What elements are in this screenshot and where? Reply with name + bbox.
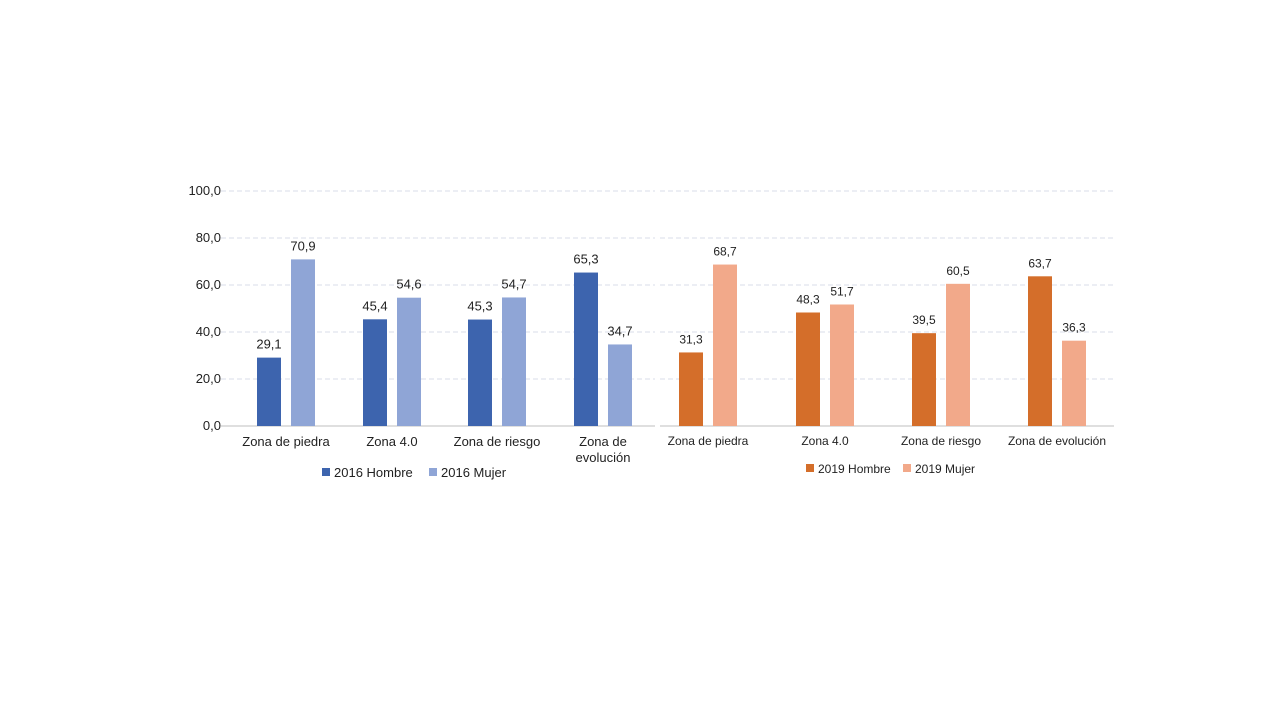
panel-2-category-label: Zona 4.0: [801, 434, 849, 448]
panel-1-bar-hombre: [468, 319, 492, 426]
panel-2-legend-swatch: [806, 464, 814, 472]
panel-1-bar-mujer: [291, 259, 315, 426]
panel-2-bar-hombre: [912, 333, 936, 426]
panel-2-data-label: 39,5: [912, 313, 936, 327]
panel-1-legend-swatch: [322, 468, 330, 476]
panel-2-category-label: Zona de riesgo: [901, 434, 981, 448]
panel-1-data-label: 45,4: [362, 298, 387, 313]
panel-2-data-label: 63,7: [1028, 256, 1052, 270]
panel-2-legend-label: 2019 Mujer: [915, 462, 975, 476]
panel-1-bar-mujer: [502, 297, 526, 426]
panel-1-legend-swatch: [429, 468, 437, 476]
panel-1-data-label: 70,9: [290, 238, 315, 253]
panel-2-data-label: 51,7: [830, 285, 854, 299]
panel-1-data-label: 65,3: [573, 252, 598, 267]
y-tick-label: 60,0: [196, 277, 221, 292]
panel-1-data-label: 34,7: [607, 323, 632, 338]
panel-1-category-label: Zona de piedra: [242, 434, 330, 449]
panel-1-category-label: Zona 4.0: [366, 434, 417, 449]
panel-2-bar-mujer: [946, 283, 970, 426]
panel-1-bar-hombre: [363, 319, 387, 426]
panel-1-category-label: Zona de riesgo: [454, 434, 541, 449]
y-tick-label: 20,0: [196, 371, 221, 386]
panel-1-data-label: 29,1: [256, 337, 281, 352]
panel-1-legend-label: 2016 Hombre: [334, 465, 413, 480]
panel-1-bar-mujer: [397, 297, 421, 426]
y-tick-label: 40,0: [196, 324, 221, 339]
panel-2-bar-hombre: [679, 352, 703, 426]
panel-2-bar-hombre: [1028, 276, 1052, 426]
panel-2-data-label: 68,7: [713, 245, 737, 259]
panel-2-bar-hombre: [796, 312, 820, 426]
panel-1-data-label: 54,6: [396, 277, 421, 292]
panel-1-bar-hombre: [257, 357, 281, 426]
y-tick-label: 80,0: [196, 230, 221, 245]
panel-2-bar-mujer: [713, 264, 737, 426]
panel-2-category-label: Zona de evolución: [1008, 434, 1106, 448]
y-tick-label: 0,0: [203, 418, 221, 433]
panel-2-data-label: 60,5: [946, 264, 970, 278]
panel-2-bar-mujer: [830, 304, 854, 426]
panel-2-data-label: 36,3: [1062, 321, 1086, 335]
panel-1-data-label: 45,3: [467, 299, 492, 314]
panel-2-data-label: 48,3: [796, 292, 820, 306]
y-tick-label: 100,0: [188, 183, 221, 198]
panel-2-legend-label: 2019 Hombre: [818, 462, 891, 476]
panel-1-category-label: Zona de: [579, 434, 627, 449]
panel-2-bar-mujer: [1062, 340, 1086, 426]
panel-2-category-label: Zona de piedra: [668, 434, 749, 448]
panel-1-legend-label: 2016 Mujer: [441, 465, 507, 480]
panel-1-data-label: 54,7: [501, 276, 526, 291]
panel-1-bar-hombre: [574, 272, 598, 426]
panel-1-bar-mujer: [608, 344, 632, 426]
panel-2-legend-swatch: [903, 464, 911, 472]
panel-1-category-label: evolución: [576, 450, 631, 465]
panel-2-data-label: 31,3: [679, 332, 703, 346]
